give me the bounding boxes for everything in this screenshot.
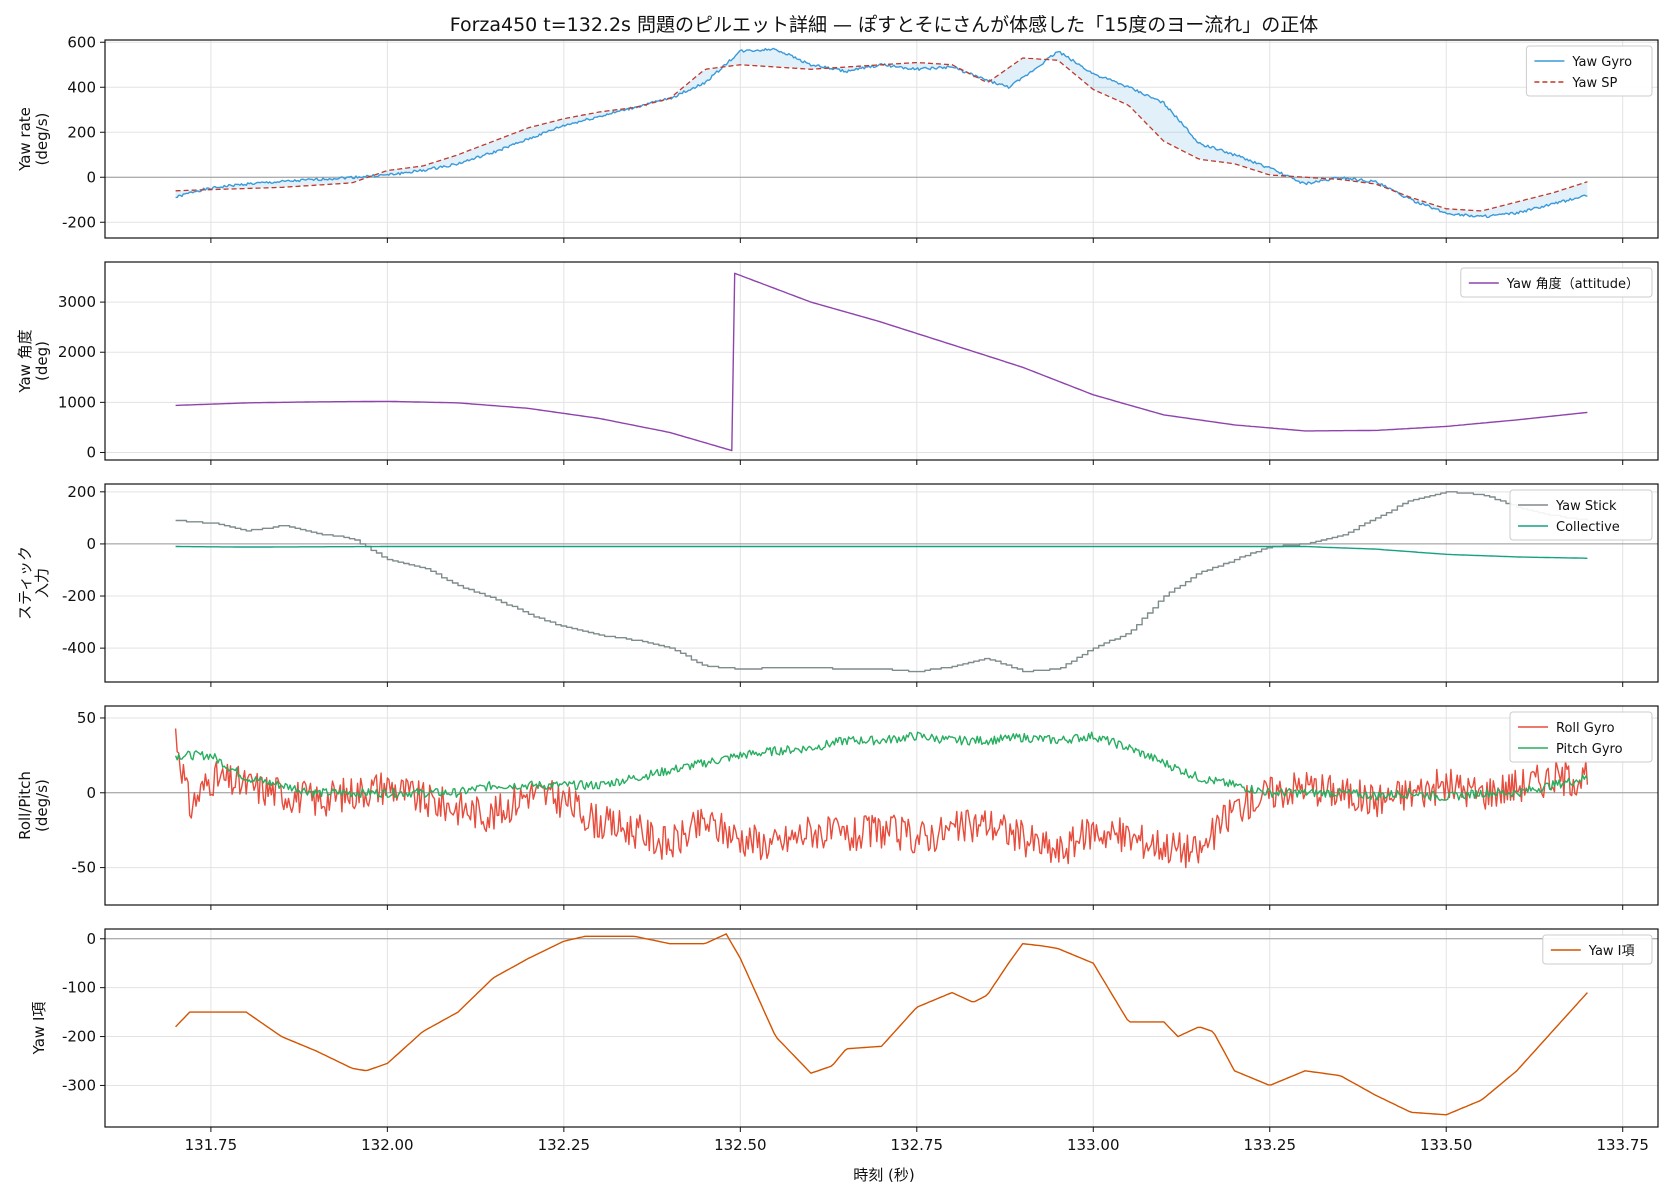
y-axis-label: Yaw I項 — [30, 1002, 48, 1056]
series-line-yaw-i- — [175, 933, 1588, 1116]
y-tick-label: 50 — [77, 709, 96, 727]
x-tick-label: 133.25 — [1244, 1136, 1297, 1154]
legend: Yaw 角度（attitude） — [1460, 267, 1653, 298]
y-tick-label: -300 — [62, 1076, 96, 1094]
panel-3: -400 -200 0 200 スティック 入力 Yaw Stick Collective — [16, 483, 1659, 687]
y-axis-label: Roll/Pitch — [16, 771, 34, 840]
y-tick-label: 0 — [86, 535, 96, 553]
axes-frame — [104, 39, 1659, 239]
axes-frame — [104, 483, 1659, 683]
x-tick-label: 133.75 — [1596, 1136, 1649, 1154]
y-tick-label: 1000 — [58, 393, 96, 411]
y-axis-label: 入力 — [33, 568, 51, 598]
legend-box — [1460, 267, 1653, 298]
legend-label: Yaw Stick — [1555, 499, 1617, 514]
chart-title: Forza450 t=132.2s 問題のピルエット詳細 — ぽすとそにさんが体… — [450, 14, 1319, 36]
y-tick-label: 600 — [67, 33, 96, 51]
x-tick-label: 131.75 — [185, 1136, 238, 1154]
legend-label: Collective — [1556, 520, 1620, 535]
legend-box — [1525, 45, 1653, 97]
y-tick-label: 2000 — [58, 343, 96, 361]
panel-4: -50 0 50 Roll/Pitch (deg/s) Roll Gyro Pitch Gy… — [16, 705, 1659, 910]
plot-area — [175, 933, 1588, 1116]
plot-area — [174, 728, 1589, 869]
y-tick-label: 0 — [86, 930, 96, 948]
panel-5: -300 -200 -100 0 131.75 132.00 132.25 132.50 132… — [30, 928, 1659, 1154]
y-tick-label: -50 — [72, 859, 97, 877]
legend-label: Yaw SP — [1571, 76, 1617, 91]
x-tick-label: 132.25 — [538, 1136, 591, 1154]
axes-frame — [104, 261, 1659, 461]
y-tick-label: 400 — [67, 78, 96, 96]
plot-area — [175, 491, 1589, 673]
panel-2: 0 1000 2000 3000 Yaw 角度 (deg) Yaw 角度（attitude） — [16, 261, 1659, 465]
series-line-yaw-stick — [175, 491, 1589, 673]
legend-label: Roll Gyro — [1556, 721, 1615, 736]
series-line-yaw-attitude- — [175, 272, 1588, 452]
y-axis-label: (deg) — [33, 341, 51, 381]
legend-box — [1509, 711, 1653, 763]
y-tick-label: 0 — [86, 784, 96, 802]
legend-label: Yaw I項 — [1588, 944, 1635, 959]
x-axis-label: 時刻 (秒) — [853, 1166, 914, 1184]
y-tick-label: 3000 — [58, 293, 96, 311]
y-axis-label: Yaw 角度 — [16, 329, 34, 393]
legend-label: Pitch Gyro — [1556, 742, 1623, 757]
x-tick-label: 133.00 — [1067, 1136, 1120, 1154]
series-line-pitch-gyro — [174, 731, 1588, 802]
y-tick-label: 200 — [67, 123, 96, 141]
legend-label: Yaw Gyro — [1571, 55, 1632, 70]
y-tick-label: -200 — [62, 213, 96, 231]
y-axis-label: スティック — [16, 546, 34, 620]
y-tick-label: -100 — [62, 979, 96, 997]
x-tick-label: 133.50 — [1420, 1136, 1473, 1154]
y-tick-label: -200 — [62, 1028, 96, 1046]
series-line-collective — [175, 545, 1588, 559]
series-line-yaw-gyro — [175, 47, 1588, 219]
legend-label: Yaw 角度（attitude） — [1506, 276, 1639, 292]
y-axis-label: (deg/s) — [33, 113, 51, 166]
legend: Roll Gyro Pitch Gyro — [1509, 711, 1653, 763]
plot-area — [175, 272, 1588, 452]
plot-area — [175, 47, 1588, 219]
axes-frame — [104, 928, 1659, 1128]
x-tick-label: 132.00 — [361, 1136, 414, 1154]
legend: Yaw Gyro Yaw SP — [1525, 45, 1653, 97]
y-tick-label: 200 — [67, 483, 96, 501]
series-line-yaw-sp — [175, 57, 1588, 212]
legend: Yaw I項 — [1542, 934, 1653, 965]
y-tick-label: 0 — [86, 168, 96, 186]
y-tick-label: -400 — [62, 639, 96, 657]
legend-box — [1542, 934, 1653, 965]
axes-frame — [104, 705, 1659, 906]
y-tick-label: -200 — [62, 587, 96, 605]
legend: Yaw Stick Collective — [1509, 489, 1653, 541]
legend-box — [1509, 489, 1653, 541]
x-tick-label: 132.75 — [891, 1136, 944, 1154]
series-line-roll-gyro — [174, 728, 1589, 869]
x-tick-label: 132.50 — [714, 1136, 767, 1154]
y-tick-label: 0 — [86, 443, 96, 461]
y-axis-label: (deg/s) — [33, 779, 51, 832]
y-axis-label: Yaw rate — [16, 107, 34, 172]
